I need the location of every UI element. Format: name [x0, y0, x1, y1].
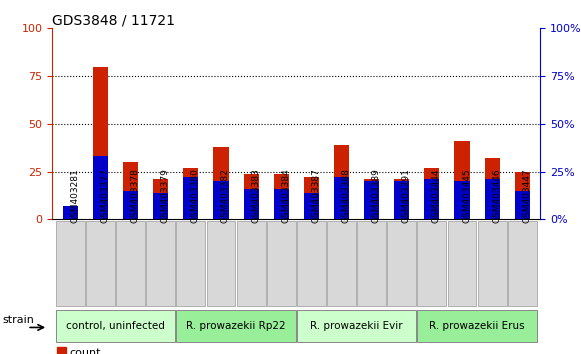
Bar	[63, 206, 78, 219]
Bar	[153, 179, 168, 219]
Text: GSM403377: GSM403377	[101, 168, 109, 223]
FancyBboxPatch shape	[56, 310, 175, 342]
Bar	[364, 179, 379, 219]
FancyBboxPatch shape	[417, 310, 537, 342]
Bar	[123, 191, 138, 219]
Text: GSM403382: GSM403382	[221, 168, 230, 223]
FancyBboxPatch shape	[86, 221, 115, 306]
FancyBboxPatch shape	[297, 310, 416, 342]
Text: GSM403281: GSM403281	[70, 168, 80, 223]
Text: GSM403391: GSM403391	[401, 168, 411, 223]
Text: GSM403380: GSM403380	[191, 168, 200, 223]
Text: GSM403387: GSM403387	[311, 168, 320, 223]
FancyBboxPatch shape	[146, 221, 175, 306]
Bar	[184, 177, 198, 219]
Text: R. prowazekii Erus: R. prowazekii Erus	[429, 321, 525, 331]
FancyBboxPatch shape	[417, 221, 446, 306]
Text: GSM403446: GSM403446	[492, 169, 501, 223]
Bar	[213, 147, 228, 219]
Bar	[243, 189, 259, 219]
Bar	[274, 189, 289, 219]
Bar	[515, 191, 530, 219]
Text: GSM403378: GSM403378	[131, 168, 139, 223]
Bar	[454, 141, 469, 219]
Text: R. prowazekii Rp22: R. prowazekii Rp22	[187, 321, 286, 331]
Bar	[153, 193, 168, 219]
Bar	[485, 158, 500, 219]
Text: GDS3848 / 11721: GDS3848 / 11721	[52, 13, 175, 27]
FancyBboxPatch shape	[508, 221, 537, 306]
Bar	[57, 347, 66, 354]
Text: GSM403447: GSM403447	[522, 169, 531, 223]
FancyBboxPatch shape	[206, 221, 235, 306]
Bar	[394, 181, 409, 219]
Text: control, uninfected: control, uninfected	[66, 321, 165, 331]
Bar	[454, 181, 469, 219]
Text: GSM403444: GSM403444	[432, 169, 441, 223]
Bar	[394, 179, 409, 219]
FancyBboxPatch shape	[116, 221, 145, 306]
Text: GSM403445: GSM403445	[462, 169, 471, 223]
FancyBboxPatch shape	[297, 221, 326, 306]
FancyBboxPatch shape	[56, 221, 85, 306]
Bar	[123, 162, 138, 219]
Bar	[515, 172, 530, 219]
FancyBboxPatch shape	[357, 221, 386, 306]
Bar	[184, 168, 198, 219]
FancyBboxPatch shape	[388, 221, 416, 306]
Bar	[424, 168, 439, 219]
FancyBboxPatch shape	[236, 221, 266, 306]
Text: count: count	[70, 348, 101, 354]
FancyBboxPatch shape	[478, 221, 507, 306]
Bar	[243, 173, 259, 219]
Text: GSM403384: GSM403384	[281, 168, 290, 223]
Bar	[304, 193, 319, 219]
Text: GSM403388: GSM403388	[342, 168, 350, 223]
Text: strain: strain	[3, 315, 34, 325]
FancyBboxPatch shape	[177, 310, 296, 342]
FancyBboxPatch shape	[447, 221, 476, 306]
Bar	[93, 156, 108, 219]
Bar	[63, 206, 78, 219]
FancyBboxPatch shape	[267, 221, 296, 306]
Text: GSM403379: GSM403379	[161, 168, 170, 223]
FancyBboxPatch shape	[177, 221, 205, 306]
Text: GSM403383: GSM403383	[251, 168, 260, 223]
Bar	[424, 179, 439, 219]
FancyBboxPatch shape	[327, 221, 356, 306]
Text: GSM403389: GSM403389	[372, 168, 381, 223]
Bar	[334, 177, 349, 219]
Bar	[213, 181, 228, 219]
Bar	[485, 179, 500, 219]
Bar	[334, 145, 349, 219]
Bar	[304, 177, 319, 219]
Bar	[274, 173, 289, 219]
Bar	[93, 67, 108, 219]
Text: R. prowazekii Evir: R. prowazekii Evir	[310, 321, 403, 331]
Bar	[364, 181, 379, 219]
